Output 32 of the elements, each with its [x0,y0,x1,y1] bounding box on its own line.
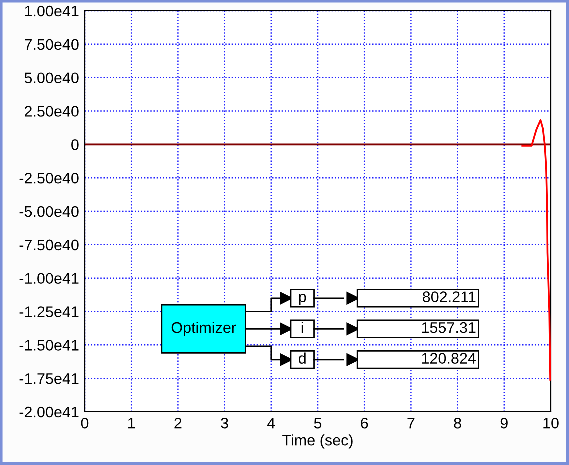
annotation: d [299,352,306,364]
y-tick-label: 1.00e41 [25,6,79,17]
annotation: p [299,294,306,306]
x-axis-title: Time (sec) [282,434,353,449]
x-tick-label: 2 [174,418,182,429]
y-tick-label: 7.50e40 [25,39,79,50]
annotation: 802.211 [423,292,476,302]
y-tick-label: -1.75e41 [20,374,79,384]
y-tick-label: 5.00e40 [24,72,79,84]
y-tick-label: -5.00e40 [20,206,79,218]
x-tick-label: 3 [221,418,228,429]
y-tick-label: 2.50e40 [24,106,79,117]
annotation: 1557.31 [422,322,476,334]
annotation: 120.824 [422,353,476,364]
annotation: Optimizer [172,322,236,336]
y-tick-label: -1.00e41 [20,273,79,284]
y-tick-label: 0 [72,140,79,150]
x-tick-label: 6 [361,418,368,429]
y-tick-label: -7.50e40 [20,240,79,251]
y-tick-label: -1.50e41 [20,340,79,351]
x-tick-label: 1 [128,418,136,429]
annotation: i [302,322,304,334]
x-tick-label: 7 [408,418,415,429]
x-tick-label: 10 [544,418,559,429]
y-tick-label: -2.00e41 [20,406,79,418]
y-tick-label: -1.25e41 [20,306,79,318]
x-tick-label: 0 [81,418,89,429]
x-tick-label: 9 [500,418,508,429]
x-tick-label: 4 [268,418,276,429]
y-tick-label: -2.50e40 [20,172,79,184]
x-tick-label: 8 [454,418,462,429]
x-tick-label: 5 [314,418,322,429]
